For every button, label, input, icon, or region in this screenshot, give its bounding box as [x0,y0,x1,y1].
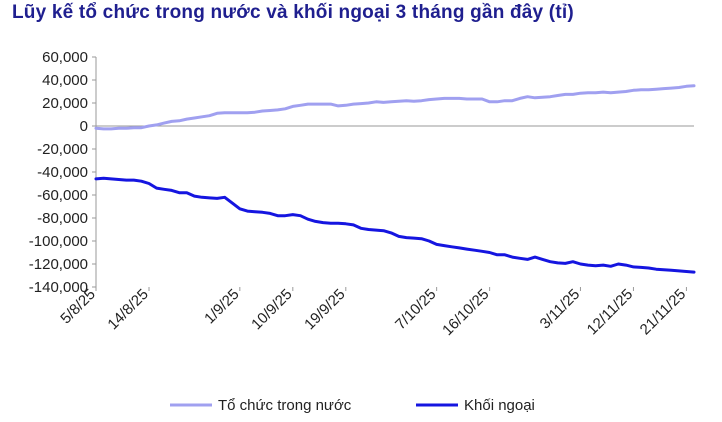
x-tick-label: 12/11/25 [584,286,637,339]
x-tick-label: 16/10/25 [439,286,492,339]
legend-entry-khoi-ngoai: Khối ngoại [416,397,535,414]
y-tick-label: 60,000 [42,49,88,66]
series-line-khoi-ngoai [94,176,696,274]
chart-title: Lũy kế tổ chức trong nước và khối ngoại … [12,2,574,23]
y-tick-label: -140,000 [29,279,88,296]
series-line-to-chuc-trong-nuoc [94,84,696,131]
x-tick-label: 1/9/25 [201,286,243,328]
x-tick-label: 14/8/25 [104,286,151,333]
legend-label: Khối ngoại [464,397,535,414]
y-axis: 60,000 40,000 20,000 0 -20,000 -40,000 -60,000… [29,49,97,296]
y-tick-label: -120,000 [29,256,88,273]
x-tick-label: 10/9/25 [248,286,295,333]
y-tick-label: -60,000 [37,187,88,204]
x-tick-label: 7/10/25 [392,286,439,333]
y-tick-label: -100,000 [29,233,88,250]
legend: Tổ chức trong nước Khối ngoại [170,397,535,414]
y-tick-label: -20,000 [37,141,88,158]
legend-label: Tổ chức trong nước [218,397,352,414]
legend-entry-to-chuc-trong-nuoc: Tổ chức trong nước [170,397,352,414]
y-tick-label: -40,000 [37,164,88,181]
y-tick-label: 40,000 [42,72,88,89]
x-axis: 5/8/25 14/8/25 1/9/25 10/9/25 19/9/25 7/10/25… [57,125,694,339]
x-tick-label: 19/9/25 [301,286,348,333]
y-tick-label: 20,000 [42,95,88,112]
x-tick-label: 21/11/25 [637,286,690,339]
series-group [94,84,696,274]
y-tick-label: -80,000 [37,210,88,227]
y-tick-label: 0 [80,118,88,135]
x-tick-label: 3/11/25 [537,286,584,333]
